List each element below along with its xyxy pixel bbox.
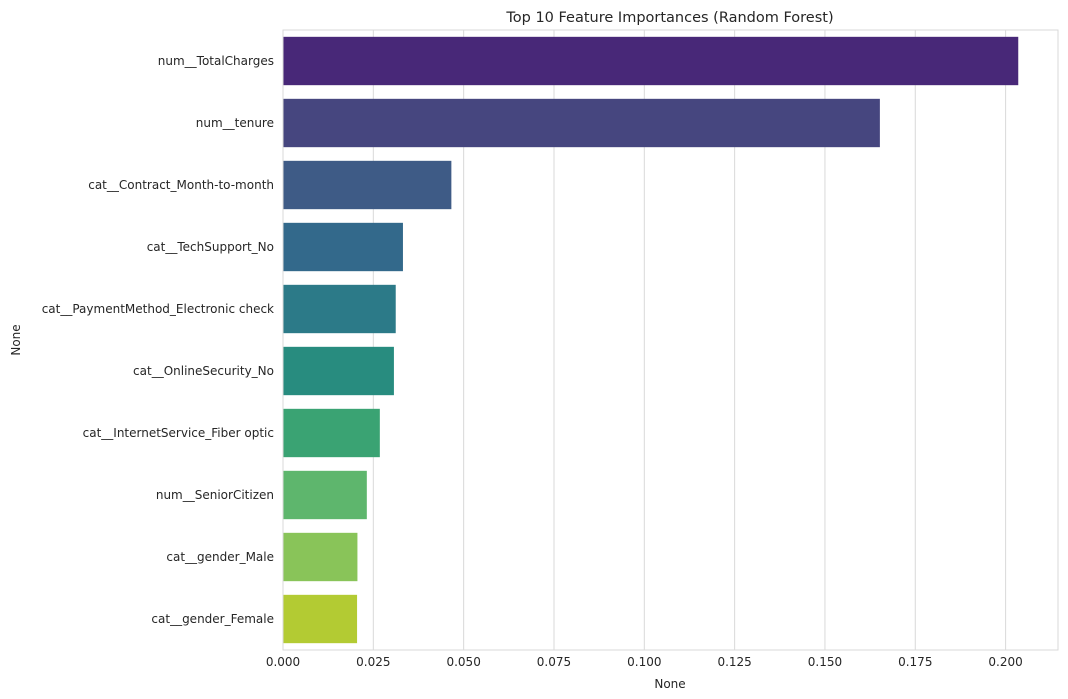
x-tick-label: 0.025 [356, 655, 390, 669]
bar [283, 160, 452, 210]
y-tick-label: num__SeniorCitizen [156, 488, 274, 502]
y-axis-label: None [9, 324, 23, 355]
y-tick-label: cat__OnlineSecurity_No [133, 364, 274, 378]
x-tick-label: 0.075 [537, 655, 571, 669]
x-axis-label: None [654, 677, 685, 691]
x-tick-label: 0.150 [808, 655, 842, 669]
x-tick-label: 0.200 [988, 655, 1022, 669]
bars [283, 36, 1019, 644]
bar [283, 222, 403, 272]
y-tick-label: cat__TechSupport_No [147, 240, 274, 254]
bar [283, 346, 394, 396]
bar [283, 98, 880, 148]
bar [283, 532, 358, 582]
y-tick-label: cat__InternetService_Fiber optic [83, 426, 274, 440]
bar [283, 36, 1019, 86]
x-tick-label: 0.050 [446, 655, 480, 669]
y-tick-labels: num__TotalCharges num__tenure cat__Contrac… [42, 54, 274, 626]
bar [283, 470, 367, 520]
x-tick-label: 0.000 [266, 655, 300, 669]
x-tick-label: 0.100 [627, 655, 661, 669]
y-tick-label: num__TotalCharges [158, 54, 274, 68]
chart-title: Top 10 Feature Importances (Random Fores… [505, 10, 833, 26]
bar [283, 284, 396, 334]
y-tick-label: cat__PaymentMethod_Electronic check [42, 302, 274, 316]
x-tick-label: 0.175 [898, 655, 932, 669]
y-tick-label: cat__Contract_Month-to-month [88, 178, 274, 192]
y-tick-label: num__tenure [196, 116, 274, 130]
plot-frame [282, 29, 1059, 651]
y-tick-label: cat__gender_Female [151, 612, 274, 626]
bar [283, 408, 380, 458]
bar [283, 594, 358, 644]
y-tick-label: cat__gender_Male [166, 550, 274, 564]
x-tick-label: 0.125 [717, 655, 751, 669]
x-tick-labels: 0.000 0.025 0.050 0.075 0.100 0.125 0.150 0.175… [266, 655, 1023, 669]
